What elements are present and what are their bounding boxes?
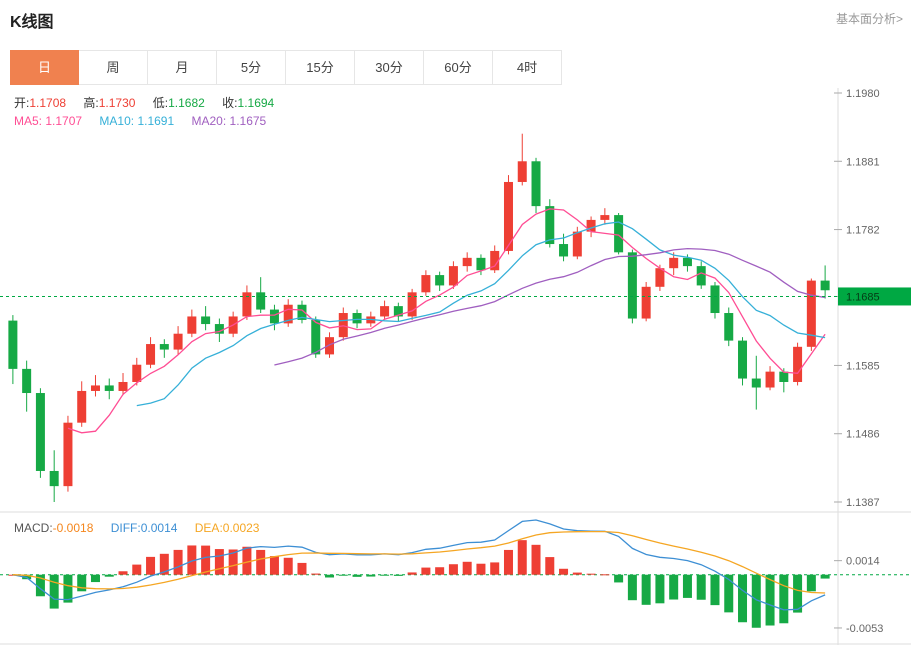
ma10-label: MA10: [99,114,135,128]
high-pair: 高:1.1730 [83,96,135,110]
fundamental-analysis-link[interactable]: 基本面分析> [835,12,903,26]
high-label: 高: [83,96,99,110]
ohlc-info: 开:1.1708 高:1.1730 低:1.1682 收:1.1694 [14,94,288,111]
ma5-label: MA5: [14,114,43,128]
svg-text:-0.0053: -0.0053 [846,623,883,635]
period-tab-4[interactable]: 15分 [286,50,355,85]
svg-text:1.1782: 1.1782 [846,225,880,237]
page-title: K线图 [10,14,54,31]
low-value: 1.1682 [168,96,205,110]
macd-pair: MACD:-0.0018 [14,521,93,535]
dea-value: 0.0023 [222,521,260,535]
dea-pair: DEA:0.0023 [195,521,260,535]
period-tab-5[interactable]: 30分 [355,50,424,85]
ma5-value: 1.1707 [45,114,83,128]
low-pair: 低:1.1682 [153,96,205,110]
svg-text:1.1685: 1.1685 [846,291,880,303]
chart-area: 1.1980 1.1881 1.1782 1.1685 1.1585 1.1486 1.13… [0,88,911,645]
close-value: 1.1694 [237,96,275,110]
ma20-pair: MA20: 1.1675 [191,114,266,128]
dea-label: DEA: [194,521,223,535]
open-pair: 开:1.1708 [14,96,66,110]
svg-text:1.1585: 1.1585 [846,360,880,372]
diff-label: DIFF: [110,521,141,535]
low-label: 低: [152,96,169,110]
ma10-value: 1.1691 [137,114,175,128]
svg-text:0.0014: 0.0014 [846,556,880,568]
ma20-label: MA20: [191,114,227,128]
svg-text:1.1387: 1.1387 [846,497,880,509]
svg-text:1.1881: 1.1881 [846,156,880,168]
macd-label: MACD: [14,521,53,535]
macd-info: MACD:-0.0018 DIFF:0.0014 DEA:0.0023 [14,521,273,535]
kline-macd-chart[interactable]: 1.1980 1.1881 1.1782 1.1685 1.1585 1.1486 1.13… [0,88,911,645]
header: K线图 基本面分析> [0,0,911,46]
diff-pair: DIFF:0.0014 [111,521,178,535]
diff-value: 0.0014 [140,521,178,535]
macd-value: -0.0018 [52,521,94,535]
period-tab-6[interactable]: 60分 [424,50,493,85]
high-value: 1.1730 [98,96,136,110]
period-tabs: 日周月 5分 15分 30分 60分 4时 [10,50,562,85]
period-tab-2[interactable]: 月 [148,50,217,85]
ma20-value: 1.1675 [229,114,267,128]
svg-text:1.1980: 1.1980 [846,88,880,100]
period-tab-0[interactable]: 日 [10,50,79,85]
close-pair: 收:1.1694 [222,96,274,110]
open-value: 1.1708 [29,96,67,110]
ma-info: MA5: 1.1707 MA10: 1.1691 MA20: 1.1675 [14,114,280,128]
period-tab-7[interactable]: 4时 [493,50,562,85]
ma5-pair: MA5: 1.1707 [14,114,82,128]
svg-text:1.1486: 1.1486 [846,429,880,441]
ma10-pair: MA10: 1.1691 [99,114,174,128]
close-label: 收: [222,96,238,110]
open-label: 开: [14,96,30,110]
period-tab-1[interactable]: 周 [79,50,148,85]
period-tab-3[interactable]: 5分 [217,50,286,85]
